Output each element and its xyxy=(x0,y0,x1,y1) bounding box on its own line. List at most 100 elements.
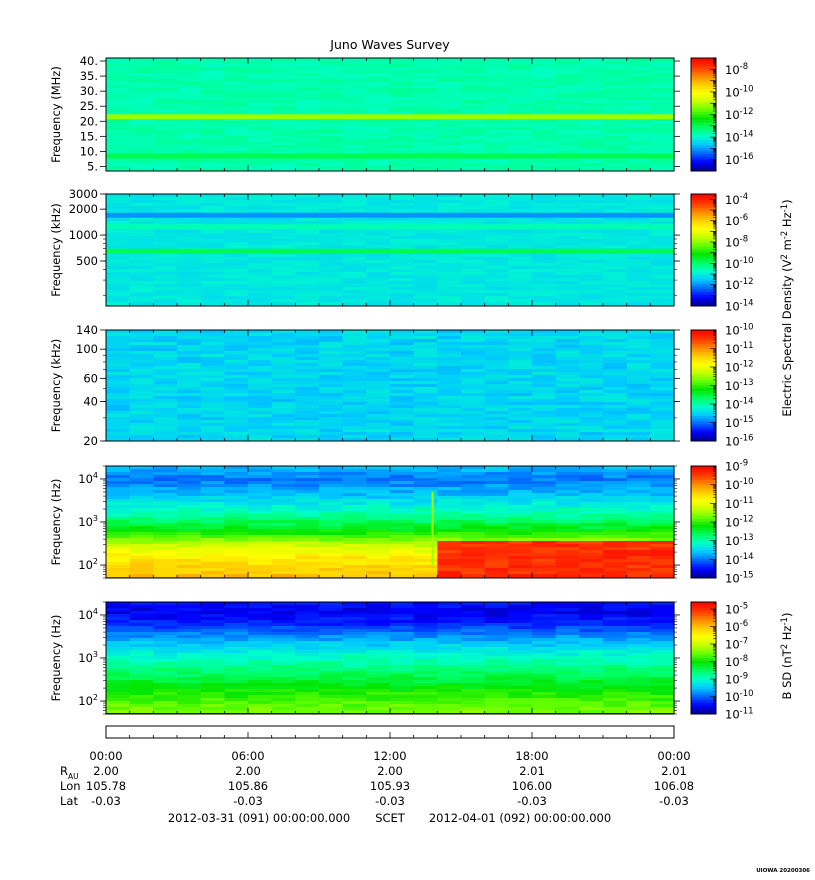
colorbar-label: 10-14 xyxy=(725,299,754,314)
colorbar-cell xyxy=(691,429,716,434)
colorbar-cell xyxy=(691,377,716,381)
colorbar-cell xyxy=(691,343,716,348)
colorbar-cell xyxy=(691,156,716,161)
colorbar-cell xyxy=(691,510,716,514)
colorbar-cell xyxy=(691,91,716,96)
colorbar-cell xyxy=(691,700,716,704)
colorbar-cell xyxy=(691,485,716,489)
colorbar-cell xyxy=(691,635,716,639)
colorbar-cell xyxy=(691,399,716,403)
colorbar-label: 10-11 xyxy=(725,496,754,511)
colorbar-cell xyxy=(691,630,716,634)
colorbar-cell xyxy=(691,120,716,124)
colorbar-cell xyxy=(691,655,716,659)
colorbar-cell xyxy=(691,137,716,141)
colorbar: 10-9 10-10 10-11 10-12 10-13 10-14 10-15 xyxy=(690,459,754,586)
colorbar-cell xyxy=(691,332,716,336)
colorbar-cell xyxy=(691,357,716,361)
colorbar-cell xyxy=(691,286,716,290)
y-tick-label: 30. xyxy=(80,84,98,98)
electric-colorbar-title: Electric Spectral Density (V2 m-2 Hz-1) xyxy=(780,199,794,416)
colorbar-label: 10-14 xyxy=(725,130,754,145)
colorbar-cell xyxy=(691,154,716,158)
colorbar-cell xyxy=(691,644,716,648)
colorbar-cell xyxy=(691,468,716,472)
colorbar-cell xyxy=(691,371,716,375)
colorbar-cell xyxy=(691,72,716,76)
colorbar-cell xyxy=(691,544,716,548)
colorbar-label: 10-10 xyxy=(725,689,754,704)
y-tick-label: 140 xyxy=(76,323,98,337)
colorbar-cell xyxy=(691,413,716,417)
colorbar-cell xyxy=(691,438,716,442)
colorbar-cell xyxy=(691,663,716,667)
colorbar-label: 10-13 xyxy=(725,378,754,393)
colorbar-cell xyxy=(691,128,716,132)
colorbar-titles: Electric Spectral Density (V2 m-2 Hz-1) B… xyxy=(780,199,794,699)
colorbar-cell xyxy=(691,680,716,684)
spectrogram-panels: 5.10.15.20.25.30.35.40. Frequency (MHz) 10… xyxy=(49,54,754,721)
colorbar-label: 10-16 xyxy=(725,152,754,167)
colorbar-label: 10-14 xyxy=(725,397,754,412)
colorbar-label: 10-14 xyxy=(725,552,754,567)
colorbar-cell xyxy=(691,244,716,248)
colorbar-cell xyxy=(691,547,716,551)
colorbar-cell xyxy=(691,280,716,284)
colorbar-cell xyxy=(691,196,716,200)
colorbar-cell xyxy=(691,658,716,662)
colorbar-cell xyxy=(691,297,716,301)
colorbar-cell xyxy=(691,702,716,706)
colorbar-cell xyxy=(691,421,716,425)
colorbar-cell xyxy=(691,482,716,486)
colorbar-label: 10-15 xyxy=(725,415,754,430)
colorbar-cell xyxy=(691,94,716,98)
colorbar-cell xyxy=(691,407,716,411)
ephemeris-value: 105.93 xyxy=(370,779,410,793)
colorbar-cell xyxy=(691,58,716,62)
colorbar-cell xyxy=(691,674,716,678)
colorbar-cell xyxy=(691,80,716,84)
y-tick-label: 102 xyxy=(78,693,98,708)
colorbar-label: 10-8 xyxy=(725,654,748,669)
colorbar-cell xyxy=(691,352,716,356)
colorbar-cell xyxy=(691,613,716,617)
ephemeris-value: 2.01 xyxy=(519,764,545,778)
ephemeris-value: 106.08 xyxy=(654,779,694,793)
colorbar-cell xyxy=(691,694,716,698)
time-tick-label: 06:00 xyxy=(231,749,264,763)
colorbar-cell xyxy=(691,208,716,212)
y-tick-label: 104 xyxy=(78,607,98,622)
colorbar-label: 10-6 xyxy=(725,213,748,228)
colorbar-cell xyxy=(691,505,716,509)
colorbar-cell xyxy=(691,638,716,642)
y-tick-label: 35. xyxy=(80,69,98,83)
ephemeris-row-label: Lat xyxy=(60,794,78,808)
colorbar-label: 10-10 xyxy=(725,256,754,271)
colorbar-cell xyxy=(691,432,716,436)
colorbar-cell xyxy=(691,142,716,146)
colorbar-cell xyxy=(691,480,716,484)
spectrogram-image xyxy=(106,194,675,307)
colorbar-cell xyxy=(691,435,716,439)
y-tick-label: 60 xyxy=(83,371,98,385)
spectrogram-image xyxy=(106,466,675,579)
colorbar-cell xyxy=(691,227,716,231)
colorbar: 10-10 10-11 10-12 10-13 10-14 10-15 10-16 xyxy=(690,323,754,449)
colorbar-cell xyxy=(691,522,716,526)
colorbar-cell xyxy=(691,385,716,389)
y-tick-label: 103 xyxy=(78,514,98,529)
y-tick-label: 102 xyxy=(78,557,98,572)
y-tick-label: 100 xyxy=(76,342,98,356)
colorbar-cell xyxy=(691,524,716,528)
colorbar-cell xyxy=(691,466,716,470)
y-tick-label: 103 xyxy=(78,650,98,665)
colorbar-cell xyxy=(691,269,716,273)
colorbar-cell xyxy=(691,162,716,166)
y-tick-label: 3000 xyxy=(69,187,98,201)
colorbar-cell xyxy=(691,708,716,712)
colorbar-label: 10-11 xyxy=(725,341,754,356)
colorbar-cell xyxy=(691,646,716,650)
emission-band-1 xyxy=(106,114,674,120)
